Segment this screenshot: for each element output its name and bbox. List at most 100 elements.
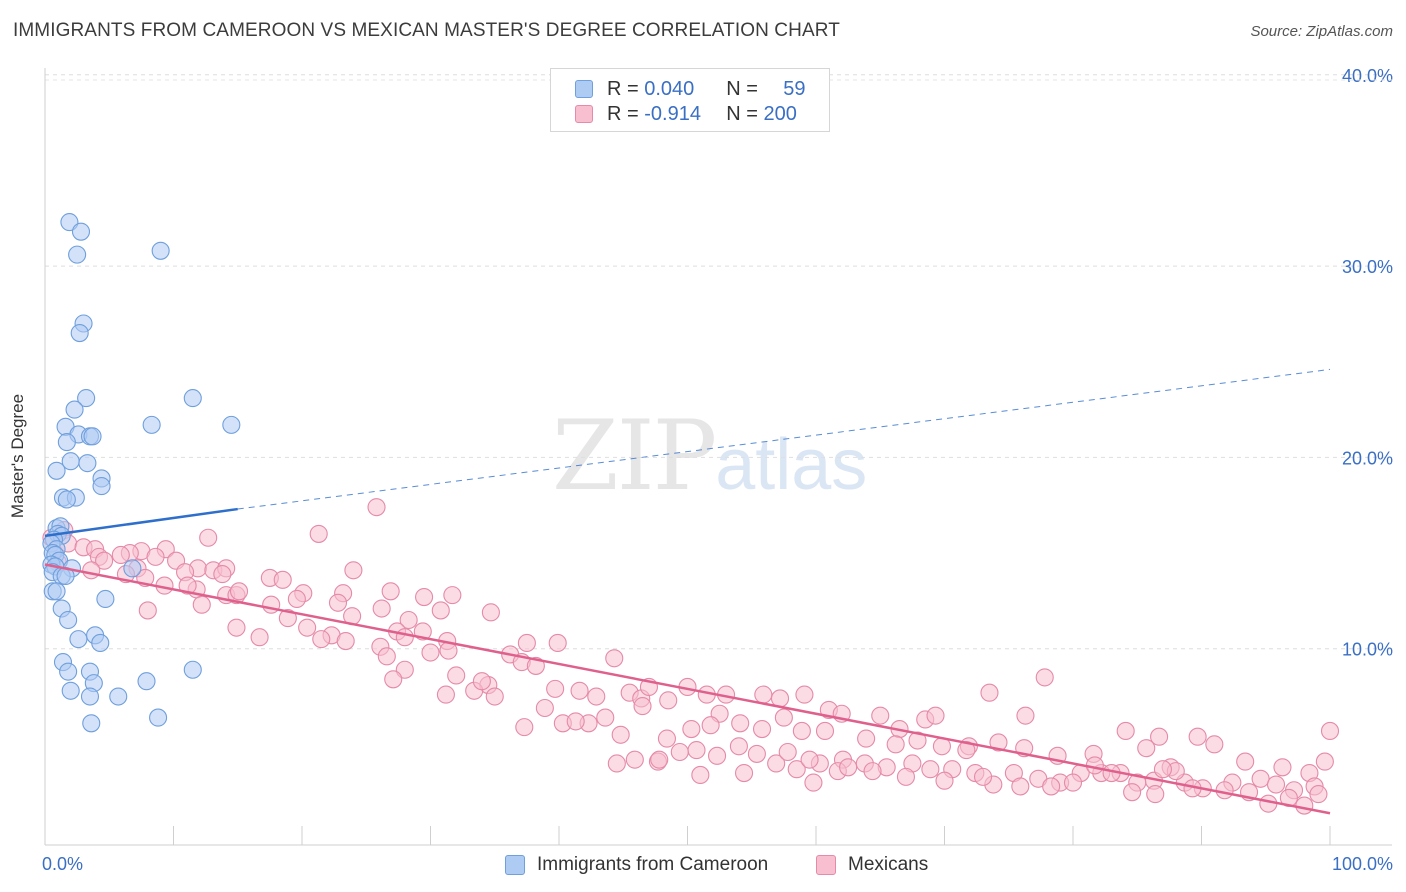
legend-n-value: 59: [783, 77, 806, 100]
cameroon-point: [142, 415, 161, 434]
mexicans-point: [415, 587, 434, 607]
watermark-zip: ZIP: [552, 400, 717, 512]
mexicans-point: [857, 729, 876, 748]
mexicans-point: [447, 666, 466, 685]
bottom-legend-label-mexicans: Mexicans: [848, 854, 929, 875]
cameroon-point: [77, 389, 96, 408]
mexicans-point: [111, 545, 130, 565]
cameroon-point: [65, 400, 84, 419]
mexicans-point: [566, 712, 585, 731]
mexicans-point: [752, 719, 772, 739]
mexicans-point: [273, 570, 292, 589]
bottom-legend-label-cameroon: Immigrants from Cameroon: [537, 854, 769, 875]
mexicans-point: [298, 618, 317, 637]
cameroon-point: [59, 610, 78, 630]
bottom-legend-mexicans[interactable]: Mexicans: [816, 852, 928, 878]
mexicans-point: [778, 742, 797, 762]
correlation-legend: R = 0.040 N = 59 R = -0.914 N = 200: [550, 68, 830, 132]
legend-r-label: R =: [607, 77, 645, 100]
mexicans-point: [367, 498, 386, 517]
mexicans-point: [973, 767, 993, 786]
mexicans-point: [1215, 781, 1234, 800]
mexicans-point: [691, 765, 710, 785]
chart-title: IMMIGRANTS FROM CAMEROON VS MEXICAN MAST…: [13, 20, 840, 41]
mexicans-point: [146, 547, 165, 566]
mexicans-point: [399, 610, 418, 630]
mexicans-point: [687, 741, 706, 760]
mexicans-point: [921, 760, 940, 779]
bottom-legend-cameroon[interactable]: Immigrants from Cameroon: [505, 852, 768, 878]
mexicans-point: [82, 561, 101, 580]
mexicans-point: [863, 762, 882, 781]
mexicans-point: [229, 582, 249, 601]
mexicans-point: [1188, 727, 1207, 746]
mexicans-point: [587, 687, 606, 706]
cameroon-point: [151, 241, 170, 260]
legend-n-value: 200: [763, 102, 797, 125]
mexicans-point: [815, 721, 835, 741]
mexicans-point: [1146, 785, 1165, 804]
mexicans-point: [384, 670, 403, 689]
mexicans-point: [682, 719, 701, 739]
mexicans-point: [1273, 758, 1292, 777]
cameroon-point: [137, 672, 156, 691]
mexicans-point: [1137, 739, 1156, 758]
mexicans-point: [935, 771, 954, 790]
cameroon-point: [47, 461, 66, 480]
mexicans-point: [650, 750, 669, 769]
mexicans-point: [731, 714, 750, 733]
mexicans-point: [980, 683, 999, 702]
mexicans-point: [372, 599, 391, 618]
bottom-legend-swatch-cameroon: [505, 855, 525, 875]
mexicans-point: [804, 773, 823, 792]
x-tick-label-min: 0.0%: [42, 854, 83, 874]
y-axis-label: Master's Degree: [8, 393, 27, 519]
mexicans-point: [1011, 777, 1030, 796]
mexicans-point: [526, 656, 545, 675]
mexicans-point: [734, 763, 754, 783]
legend-swatch-mexicans: [575, 105, 593, 123]
mexicans-point: [138, 601, 157, 620]
mexicans-point: [625, 750, 644, 769]
mexicans-point: [377, 647, 396, 666]
mexicans-point: [421, 643, 440, 662]
mexicans-point: [886, 735, 905, 754]
mexicans-point: [670, 742, 689, 762]
mexicans-point: [596, 708, 615, 727]
cameroon-point: [61, 681, 80, 700]
cameroon-point: [59, 662, 78, 681]
cameroon-trend-extension: [237, 368, 1331, 510]
mexicans-point: [95, 551, 114, 570]
mexicans-point: [309, 524, 328, 543]
mexicans-point: [605, 649, 624, 668]
cameroon-point: [78, 454, 97, 473]
mexicans-point: [213, 565, 232, 584]
mexicans-point: [607, 754, 626, 773]
cameroon-point: [183, 660, 202, 679]
mexicans-point: [1150, 727, 1169, 746]
mexicans-point: [1309, 785, 1328, 804]
legend-row-cameroon: R = 0.040 N = 59: [575, 77, 806, 101]
mexicans-point: [896, 767, 916, 786]
mexicans-point: [1042, 777, 1061, 796]
mexicans-point: [871, 706, 890, 725]
mexicans-point: [481, 603, 500, 622]
cameroon-point: [80, 687, 100, 706]
cameroon-point: [83, 427, 102, 446]
mexicans-point: [336, 631, 355, 651]
legend-n-label: N =: [726, 102, 764, 125]
legend-r-value: -0.914: [644, 102, 701, 125]
cameroon-point: [82, 714, 101, 733]
watermark-atlas: atlas: [715, 425, 868, 505]
legend-r-value: 0.040: [644, 77, 695, 100]
mexicans-point: [344, 561, 363, 580]
mexicans-point: [250, 628, 269, 647]
mexicans-point: [381, 582, 400, 601]
mexicans-point: [1315, 752, 1334, 771]
mexicans-point: [792, 721, 811, 741]
mexicans-point: [1063, 773, 1083, 792]
mexicans-point: [178, 576, 197, 595]
mexicans-point: [570, 681, 589, 700]
mexicans-point: [1320, 721, 1340, 741]
